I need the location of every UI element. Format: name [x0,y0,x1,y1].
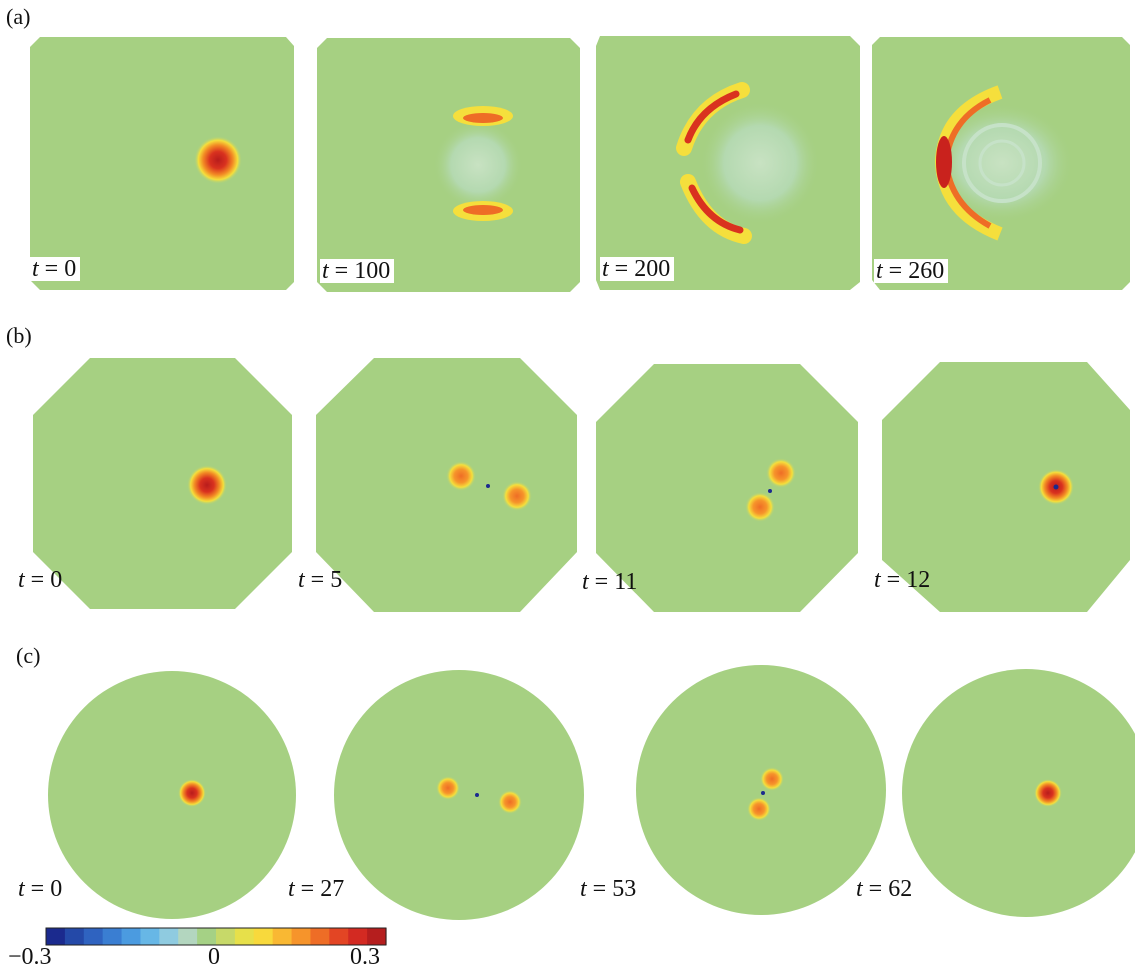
colorbar-swatch [46,928,66,945]
panel-b4 [882,362,1130,612]
wave-interior [930,103,1074,223]
colorbar-mid-label: 0 [208,944,220,970]
colorbar-swatch [64,928,85,945]
time-label-b2: t = 5 [298,567,343,593]
wave-interior [700,101,820,225]
blob [446,461,476,491]
colorbar-swatch [329,928,349,945]
colorbar-swatch [272,928,293,945]
colorbar-swatch [121,928,142,945]
colorbar-swatch [253,928,274,945]
row-a [30,36,1130,292]
time-label-a3: t = 200 [600,257,675,281]
colorbar [45,927,387,946]
time-label-c4: t = 62 [856,876,913,902]
vortex-core [768,489,772,493]
panel-c4 [902,669,1135,917]
row-label-c: (c) [16,643,41,668]
blob [178,779,206,807]
time-label-b4: t = 12 [874,567,931,593]
panel-b1 [33,358,292,609]
time-label-c1: t = 0 [18,876,63,902]
colorbar-swatch [367,928,387,945]
colorbar-swatch [83,928,104,945]
blob [187,465,227,505]
colorbar-frame [45,927,387,946]
panel-a1 [30,37,294,290]
panel-c1 [48,671,296,919]
panel-b3 [596,364,858,612]
wave-ring [978,139,1026,187]
wave-ring [962,123,1042,203]
wave-cusp [936,136,952,188]
panel-b2 [316,358,577,612]
blob [1034,779,1062,807]
wave-arc-top-core [684,90,740,144]
colorbar-swatch [234,928,255,945]
blob [498,790,522,814]
blob [194,136,242,184]
colorbar-swatch [159,928,179,945]
colorbar-swatch [197,928,217,945]
panel-c2 [334,670,584,920]
time-label-c2: t = 27 [288,876,345,902]
time-label-a1: t = 0 [30,257,81,281]
wave-interior [433,120,523,210]
colorbar-swatch [178,928,198,945]
vortex-core [486,484,490,488]
colorbar-swatch [348,928,368,945]
row-label-a: (a) [6,4,31,29]
row-b [33,358,1130,612]
row-c [48,665,1135,920]
wave-arc-bottom-core [688,184,744,234]
time-label-a2: t = 100 [320,259,395,283]
panel-c3 [636,665,886,915]
colorbar-min-label: −0.3 [8,944,52,970]
wave-front-top-core [463,113,503,123]
time-label-a4: t = 260 [874,259,949,283]
colorbar-max-label: 0.3 [350,944,380,970]
time-label-c3: t = 53 [580,876,637,902]
time-label-b1: t = 0 [18,567,63,593]
vortex-core [475,793,479,797]
blob [760,767,784,791]
blob [436,776,460,800]
blob [745,492,775,522]
blob [502,481,532,511]
colorbar-swatch [216,928,236,945]
colorbar-swatch [310,928,330,945]
time-label-b3: t = 11 [582,569,638,595]
blob [747,797,771,821]
colorbar-swatch [291,928,312,945]
vortex-core [761,791,765,795]
colorbar-swatch [140,928,160,945]
blob [766,458,796,488]
row-label-b: (b) [6,323,32,348]
vortex-core [1053,484,1059,490]
colorbar-swatch [102,928,123,945]
wave-front-bottom-core [463,205,503,215]
